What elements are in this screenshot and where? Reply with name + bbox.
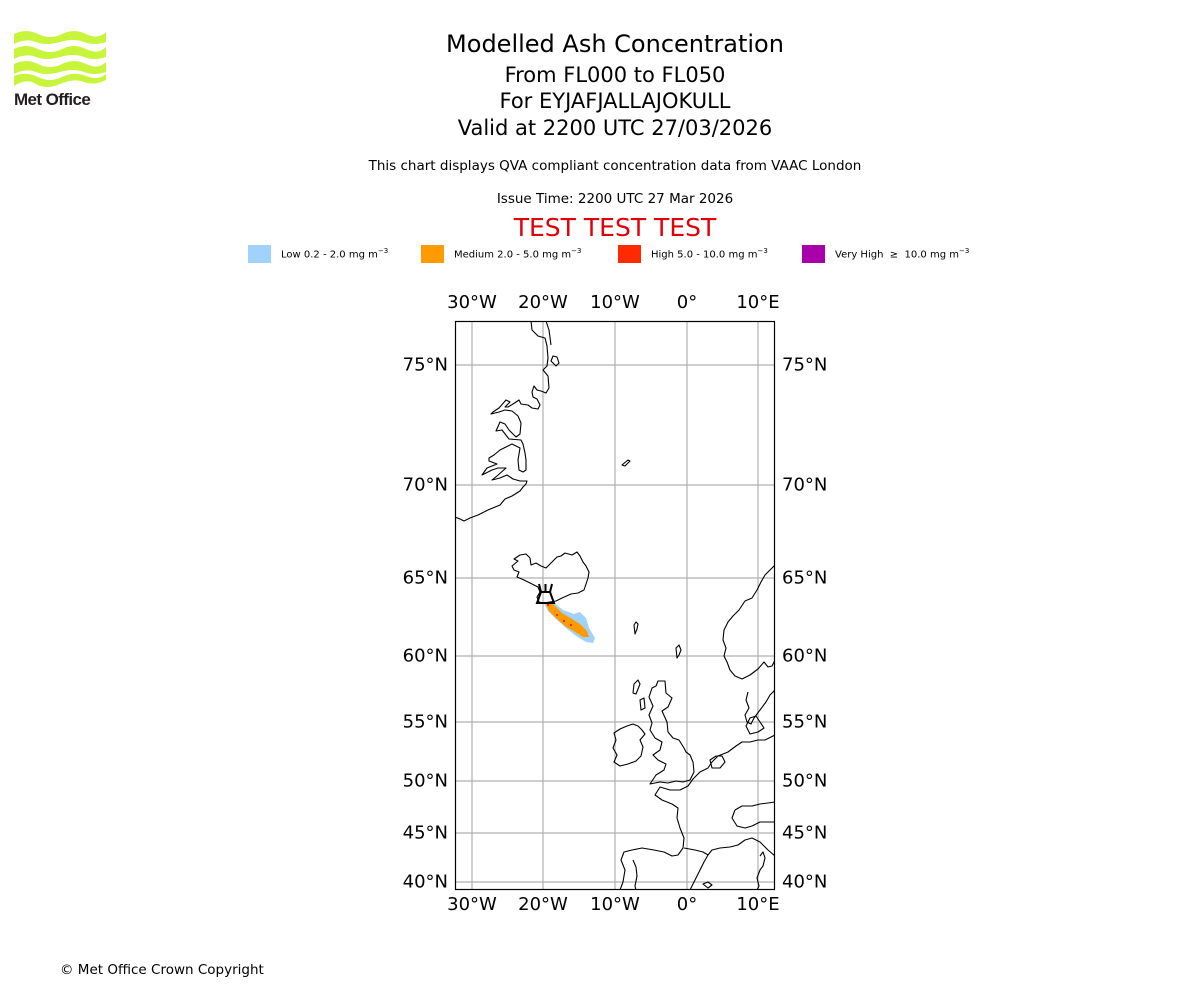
- ash-plume: [544, 601, 595, 643]
- lat-tick-left-65n: 65°N: [402, 567, 448, 589]
- lat-tick-left-70n: 70°N: [402, 474, 448, 496]
- lat-tick-right-50n: 50°N: [782, 770, 828, 792]
- legend-item-medium: Medium 2.0 - 5.0 mg m−3: [421, 244, 581, 263]
- graticule: [455, 321, 775, 890]
- lat-tick-right-75n: 75°N: [782, 354, 828, 376]
- lat-tick-right-45n: 45°N: [782, 822, 828, 844]
- lat-tick-left-45n: 45°N: [402, 822, 448, 844]
- issue-time: Issue Time: 2200 UTC 27 Mar 2026: [496, 191, 734, 207]
- lon-tick-top-20w: 20°W: [518, 292, 568, 313]
- legend-swatch-very-high: [802, 244, 825, 263]
- lat-tick-left-50n: 50°N: [402, 770, 448, 792]
- lon-tick-top-30w: 30°W: [447, 292, 497, 313]
- legend-label-high: High 5.0 - 10.0 mg m−3: [651, 246, 768, 261]
- legend-swatch-high: [618, 244, 641, 263]
- legend-swatch-medium: [421, 244, 444, 263]
- lat-tick-right-40n: 40°N: [782, 871, 828, 893]
- lon-tick-bottom-10e: 10°E: [736, 894, 780, 915]
- lat-tick-right-70n: 70°N: [782, 474, 828, 496]
- chart-title: Modelled Ash Concentration: [446, 30, 784, 58]
- legend-item-low: Low 0.2 - 2.0 mg m−3: [248, 244, 388, 263]
- lon-tick-bottom-30w: 30°W: [447, 894, 497, 915]
- lat-tick-left-60n: 60°N: [402, 645, 448, 667]
- volcano-marker-icon: [535, 583, 556, 604]
- copyright-notice: © Met Office Crown Copyright: [60, 962, 264, 978]
- legend-label-very-high: Very High ≥ 10.0 mg m−3: [835, 246, 970, 261]
- lon-tick-top-0: 0°: [676, 292, 698, 313]
- lat-tick-left-75n: 75°N: [402, 354, 448, 376]
- data-source-note: This chart displays QVA compliant concen…: [368, 158, 862, 174]
- met-office-waves-icon: [14, 31, 106, 87]
- lat-tick-right-60n: 60°N: [782, 645, 828, 667]
- lon-tick-bottom-10w: 10°W: [590, 894, 640, 915]
- legend-label-medium: Medium 2.0 - 5.0 mg m−3: [454, 246, 582, 261]
- lat-tick-right-55n: 55°N: [782, 711, 828, 733]
- volcano-name: For EYJAFJALLAJOKULL: [499, 89, 731, 113]
- lon-tick-top-10w: 10°W: [590, 292, 640, 313]
- test-banner: TEST TEST TEST: [513, 213, 717, 242]
- legend-swatch-low: [248, 244, 271, 263]
- logo-wordmark: Met Office: [14, 90, 91, 109]
- lat-tick-left-55n: 55°N: [402, 711, 448, 733]
- lat-tick-left-40n: 40°N: [402, 871, 448, 893]
- lon-tick-bottom-20w: 20°W: [518, 894, 568, 915]
- map-frame: [454, 320, 776, 891]
- lon-tick-top-10e: 10°E: [736, 292, 780, 313]
- legend-item-very-high: Very High ≥ 10.0 mg m−3: [802, 244, 969, 263]
- legend-item-high: High 5.0 - 10.0 mg m−3: [618, 244, 768, 263]
- met-office-logo: [14, 30, 108, 112]
- flight-level-range: From FL000 to FL050: [504, 63, 726, 87]
- lon-tick-bottom-0: 0°: [676, 894, 698, 915]
- valid-time: Valid at 2200 UTC 27/03/2026: [457, 116, 773, 140]
- lat-tick-right-65n: 65°N: [782, 567, 828, 589]
- coastlines: [455, 321, 775, 890]
- legend-label-low: Low 0.2 - 2.0 mg m−3: [281, 246, 389, 261]
